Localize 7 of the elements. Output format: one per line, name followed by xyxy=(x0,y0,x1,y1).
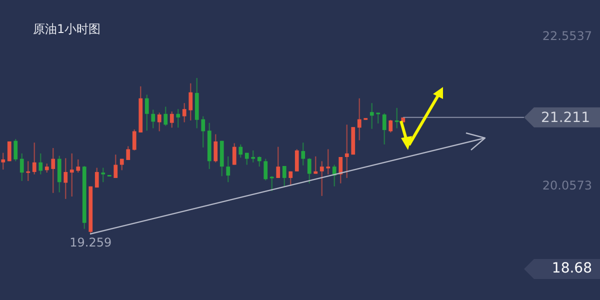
y-tick-label: 18.68 xyxy=(552,260,592,277)
y-tick-label: 22.5537 xyxy=(542,29,592,44)
y-tick-label: 20.0573 xyxy=(542,178,592,193)
candlestick xyxy=(294,148,299,172)
annotation: 19.259 xyxy=(70,235,112,250)
chart-title: 原油1小时图 xyxy=(33,22,101,36)
ref-line-label: 21.211 xyxy=(541,110,590,126)
